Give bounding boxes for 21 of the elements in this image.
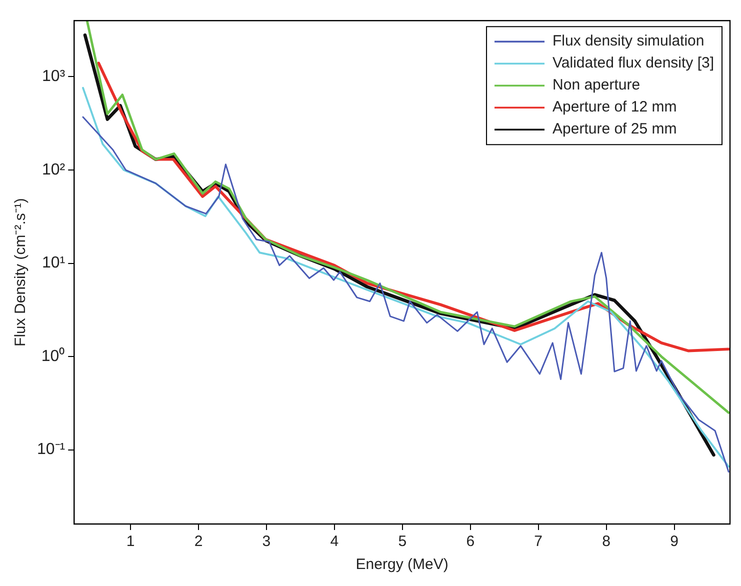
y-axis-title: Flux Density (cm⁻².s⁻¹) [12,198,30,346]
x-tick-label: 7 [534,533,543,550]
x-tick-label: 5 [398,533,407,550]
y-tick-label: 10⁻¹ [37,441,66,458]
legend-label: Flux density simulation [552,32,704,50]
x-tick-label: 8 [602,533,610,550]
y-tick-label: 10⁰ [41,346,66,365]
x-axis-title: Energy (MeV) [356,556,448,574]
x-tick-label: 9 [670,533,678,550]
legend-label: Non aperture [552,76,640,94]
x-tick-label: 4 [330,533,339,550]
y-tick-label: 10¹ [42,254,66,272]
legend-label: Validated flux density [3] [552,54,714,72]
y-tick-label: 10³ [42,68,66,86]
y-tick-label: 10² [42,161,66,178]
legend-label: Aperture of 12 mm [552,98,677,116]
x-tick-label: 6 [466,533,475,550]
x-tick-label: 1 [126,533,135,550]
x-tick-label: 2 [194,533,203,550]
x-tick-label: 3 [262,533,271,550]
legend-label: Aperture of 25 mm [552,120,677,138]
